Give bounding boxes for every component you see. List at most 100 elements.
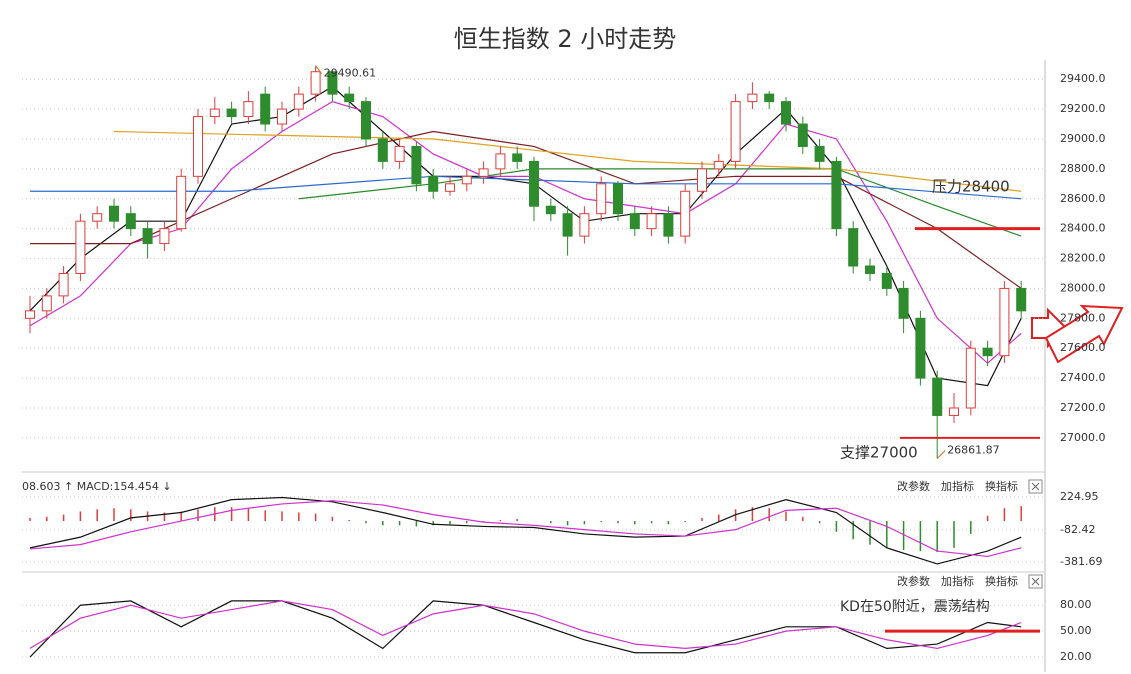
candle-body [142,228,153,245]
candle-body [327,71,338,95]
y-tick-label: 50.00 [1060,624,1092,637]
candle-body [428,175,439,192]
candle-body [277,108,287,125]
candle-body [461,175,472,185]
candle-body [75,220,86,274]
candle-body [226,108,237,118]
y-tick-label: 27600.0 [1060,341,1106,354]
candle-body [209,108,220,118]
candle-body [478,168,489,177]
indicator-line [30,130,1022,289]
y-tick-label: 27000.0 [1060,431,1106,444]
kd-annotation: KD在50附近，震荡结构 [840,599,990,615]
candle-body [713,160,724,170]
high-label: 29490.61 [324,67,377,80]
resistance-label: 压力28400 [932,178,1010,196]
candle-body [764,93,775,103]
control[interactable]: 加指标 [941,574,974,588]
candle-body [932,377,943,416]
indicator-line [29,500,1022,558]
candle-body [680,190,691,237]
indicator-line [29,496,1022,565]
y-tick-label: -381.69 [1060,555,1102,568]
y-tick-label: 80.00 [1060,598,1092,611]
candle-body [377,138,388,162]
y-tick-label: 20.00 [1060,650,1092,663]
candle-body [898,287,909,319]
candle-body [562,213,573,237]
y-tick-label: 29000.0 [1060,132,1106,145]
y-tick-label: 224.95 [1060,490,1099,503]
indicator-line [29,600,1022,658]
control[interactable]: 换指标 [985,479,1018,493]
candle-body [445,183,455,192]
y-tick-label: 29400.0 [1060,72,1106,85]
close-button[interactable] [1028,479,1043,494]
candle-body [730,101,741,162]
candle-body [495,153,506,170]
control[interactable]: 加指标 [941,479,974,493]
candle-body [58,272,69,297]
candle-body [545,205,556,215]
candle-body [831,160,842,230]
candle-body [1016,287,1027,312]
candle-body [797,123,808,147]
candle-body [361,101,371,140]
indicator-line [298,168,1022,237]
candle-body [25,310,35,319]
y-tick-label: 28600.0 [1060,192,1106,205]
indicator-line [113,130,1022,192]
y-tick-label: 29200.0 [1060,102,1106,115]
candle-body [881,272,892,289]
y-tick-label: -82.42 [1060,523,1095,536]
y-tick-label: 27800.0 [1060,311,1106,324]
candle-body [915,317,926,379]
candle-body [965,347,976,409]
candle-body [41,295,52,312]
candle-body [865,265,875,274]
candle-body [310,71,321,95]
pointer [315,65,322,74]
candle-body [125,213,136,230]
candle-body [613,183,623,215]
candle-body [176,175,187,230]
candle-body [109,205,119,222]
candle-body [949,407,959,416]
control[interactable]: 换指标 [985,574,1018,588]
candle-body [293,93,304,110]
candle-body [529,160,539,207]
candle-body [781,101,791,125]
candle-body [646,213,657,230]
candle-body [814,145,825,162]
arrow-up-right [1044,304,1124,364]
y-tick-label: 27200.0 [1060,401,1106,414]
candle-body [260,93,271,125]
control[interactable]: 改参数 [897,574,930,588]
control[interactable]: 改参数 [897,479,930,493]
candle-body [747,93,758,103]
indicator-line [29,85,1022,387]
candle-body [579,213,590,237]
macd-header: 08.603 ↑ MACD:154.454 ↓ [22,480,172,493]
close-button[interactable] [1028,574,1043,589]
y-tick-label: 28200.0 [1060,252,1106,265]
low-label: 26861.87 [947,444,1000,457]
candle-body [159,228,170,245]
candle-body [596,183,607,215]
y-tick-label: 28000.0 [1060,281,1106,294]
y-tick-label: 28400.0 [1060,222,1106,235]
support-label: 支撑27000 [840,443,918,461]
y-tick-label: 27400.0 [1060,371,1106,384]
y-tick-label: 28800.0 [1060,162,1106,175]
candle-body [193,116,203,177]
candle-body [411,145,422,185]
candle-body [344,93,355,103]
candle-body [512,153,523,162]
candle-body [629,213,640,230]
candle-body [999,287,1010,357]
candle-body [697,168,707,192]
indicator-line [29,100,1022,364]
indicator-line [29,600,1022,650]
chart-title: 恒生指数 2 小时走势 [454,25,677,53]
